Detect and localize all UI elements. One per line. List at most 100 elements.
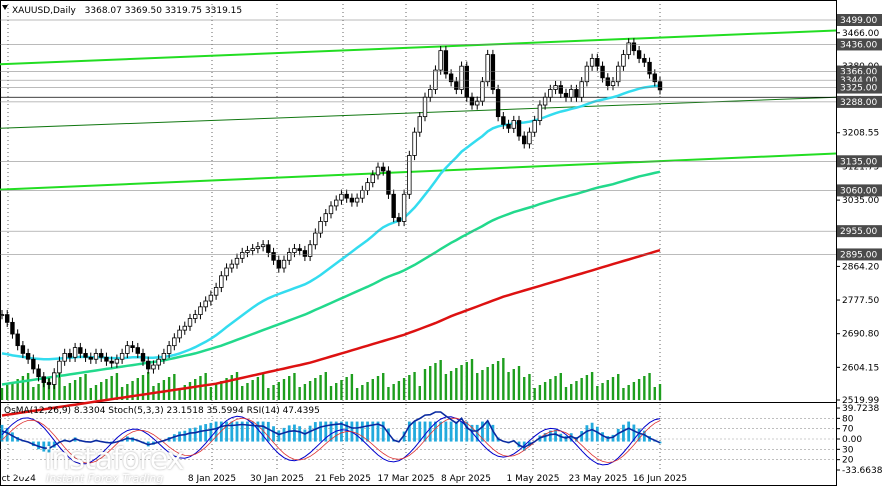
volume-bar [314, 378, 317, 400]
volume-bar [220, 381, 223, 400]
candle-body [396, 217, 402, 222]
volume-bar [418, 386, 421, 400]
volume-bar [648, 373, 651, 400]
volume-bar [209, 387, 213, 400]
osma-bar [387, 428, 390, 442]
candle-body [527, 131, 532, 145]
candle-body [522, 135, 527, 145]
osma-bar [376, 421, 380, 442]
candle-body [443, 50, 449, 75]
candle-body [428, 89, 433, 98]
osma-bar [611, 434, 615, 442]
candle-body [104, 356, 109, 362]
rsi-line [1, 411, 661, 450]
osma-bar [183, 430, 187, 442]
volume-bar [402, 378, 406, 400]
candles [0, 38, 663, 390]
y-tick-label: 3035.00 [842, 196, 879, 206]
candle-body [438, 50, 443, 71]
osma-bar [418, 421, 422, 442]
price-label-box [837, 225, 882, 238]
candle-body [135, 347, 140, 354]
x-tick-label: 21 Feb 2025 [315, 474, 371, 484]
collapse-arrow-icon[interactable] [2, 5, 8, 10]
candle-body [563, 92, 569, 98]
volume-bar [100, 382, 103, 400]
volume-bar [241, 386, 244, 400]
osma-bar [569, 433, 573, 442]
osma-bar [277, 430, 281, 442]
candle-body [250, 248, 255, 251]
candle-body [172, 337, 177, 347]
volume-bar [272, 385, 275, 400]
osma-bar [329, 421, 333, 442]
indicator-tick-label: 70 [842, 425, 854, 435]
candle-body [151, 364, 156, 370]
candle-body [422, 96, 428, 118]
candle-body [433, 69, 438, 90]
candle-body [198, 306, 203, 316]
volume-bar [465, 362, 468, 400]
candle-body [616, 65, 621, 83]
osma-bar [287, 425, 291, 442]
volume-bar [110, 376, 113, 400]
osma-bar [230, 421, 234, 442]
osma-bar [470, 424, 474, 442]
volume-bar [261, 374, 265, 400]
logo-tagline: Instant Forex Trading [46, 472, 164, 485]
volume-bar [162, 380, 166, 400]
candle-body [88, 356, 93, 360]
volume-bar [199, 376, 202, 400]
volume-bar [382, 373, 385, 400]
candle-body [506, 124, 511, 129]
osma-bar [366, 421, 369, 442]
volume-bar [434, 363, 437, 400]
volume-bar [350, 374, 354, 400]
volume-bar [141, 375, 145, 400]
candle-body [490, 54, 496, 90]
osma-bar [580, 431, 584, 442]
volume-bar [512, 369, 515, 400]
candle-body [67, 353, 73, 358]
candle-body [15, 333, 20, 347]
volume-bar [345, 377, 348, 400]
volume-bar [340, 380, 343, 400]
osma-bar [632, 424, 636, 442]
candle-body [631, 42, 637, 52]
candle-body [177, 329, 182, 339]
candle-body [99, 353, 104, 358]
volume-bar [131, 381, 134, 400]
x-tick-label: 16 Jun 2025 [633, 474, 687, 484]
volume-bar [194, 379, 197, 400]
candle-body [0, 314, 5, 317]
volume-bar [528, 374, 531, 400]
candle-body [271, 252, 276, 261]
volume-bar [6, 385, 9, 400]
candle-body [229, 263, 234, 269]
candle-body [339, 193, 344, 201]
candle-body [495, 89, 501, 118]
osma-bar [371, 421, 375, 442]
price-label-box [837, 14, 882, 26]
volume-bar [460, 365, 463, 400]
price-label-box [837, 38, 882, 51]
osma-bar [246, 421, 249, 442]
osma-bar [303, 429, 307, 442]
volume-bar [246, 383, 249, 400]
osma-bar [491, 424, 495, 442]
price-label-text: 3288.00 [840, 98, 877, 108]
candle-body [62, 353, 67, 362]
candle-body [532, 120, 537, 133]
osma-bar [251, 421, 255, 442]
indicator-tick-label: -33.6638 [842, 466, 882, 476]
indicator-tick-label: 20 [842, 456, 854, 466]
candle-body [114, 358, 120, 364]
price-label-box [837, 95, 882, 108]
candle-body [276, 259, 281, 269]
candle-body [511, 120, 516, 129]
candle-body [46, 382, 52, 385]
y-tick-label: 2690.80 [842, 330, 879, 340]
price-label-text: 3135.00 [840, 157, 877, 167]
osma-bar [340, 421, 343, 442]
